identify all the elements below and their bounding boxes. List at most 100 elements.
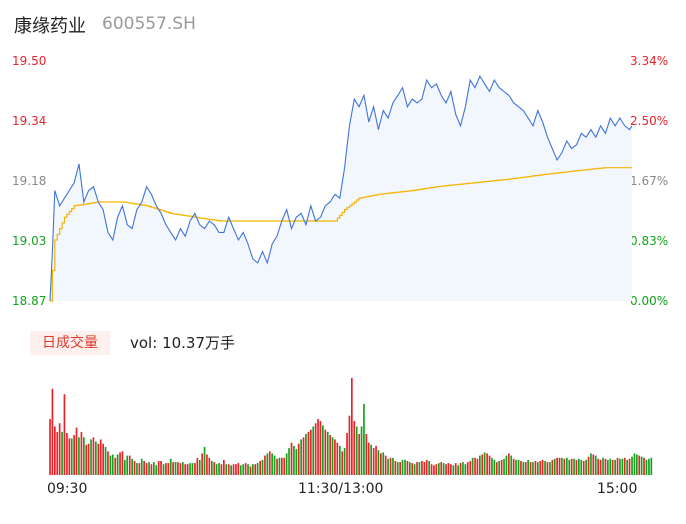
- volume-bar: [63, 394, 66, 475]
- volume-bar: [611, 459, 614, 475]
- volume-bar: [80, 431, 83, 475]
- x-tick-open: 09:30: [47, 481, 88, 497]
- volume-bar: [604, 458, 607, 475]
- volume-tab[interactable]: 日成交量: [30, 331, 110, 355]
- volume-bar: [256, 463, 259, 475]
- volume-bar: [184, 464, 187, 475]
- volume-bar: [336, 442, 339, 475]
- y-tick-left-1: 19.34: [12, 114, 47, 128]
- volume-bar: [587, 456, 590, 475]
- volume-bar: [143, 461, 145, 475]
- volume-bar: [300, 439, 302, 475]
- volume-bar: [650, 457, 653, 475]
- volume-bar: [394, 461, 397, 475]
- volume-bar: [404, 459, 406, 475]
- volume-bar: [351, 378, 353, 475]
- volume-bar: [261, 459, 264, 475]
- volume-bar: [244, 463, 247, 475]
- volume-bar: [471, 457, 474, 475]
- volume-bar: [268, 451, 271, 475]
- volume-bar: [387, 458, 389, 475]
- volume-bar: [264, 455, 266, 475]
- volume-bar: [331, 437, 334, 475]
- volume-bar: [382, 452, 385, 475]
- volume-bar: [208, 457, 211, 475]
- volume-bar: [249, 466, 252, 475]
- volume-bar: [189, 463, 191, 475]
- volume-bar: [215, 464, 218, 475]
- volume-bar: [546, 462, 549, 475]
- y-tick-left-4: 18.87: [12, 294, 47, 308]
- volume-bar: [537, 462, 539, 475]
- volume-bar: [442, 463, 445, 475]
- volume-bar: [551, 459, 554, 475]
- volume-bar: [66, 433, 68, 475]
- volume-bar: [493, 459, 496, 475]
- volume-bar: [353, 421, 356, 475]
- volume-bar: [206, 454, 208, 475]
- volume-bar: [133, 461, 136, 475]
- volume-bar: [399, 462, 401, 475]
- volume-bar: [172, 462, 174, 475]
- volume-bar: [643, 457, 645, 475]
- y-tick-right-4: 0.00%: [630, 294, 669, 308]
- volume-bar: [380, 453, 382, 475]
- volume-bar: [503, 458, 505, 475]
- volume-bar: [182, 462, 184, 475]
- volume-bar: [529, 462, 532, 475]
- x-tick-close: 15:00: [597, 481, 638, 497]
- volume-bar: [157, 461, 160, 475]
- volume-bar: [476, 458, 479, 475]
- volume-bar: [191, 463, 194, 475]
- stock-code: 600557.SH: [102, 14, 196, 34]
- volume-bar: [401, 459, 404, 475]
- volume-bar: [392, 457, 394, 475]
- volume-bar: [73, 435, 75, 475]
- volume-bar: [119, 452, 121, 475]
- volume-bar: [510, 455, 513, 475]
- volume-bar: [479, 455, 481, 475]
- volume-bar: [49, 419, 51, 475]
- volume-bar: [194, 463, 196, 475]
- volume-bar: [203, 447, 206, 475]
- volume-bar: [153, 462, 155, 475]
- volume-bar: [339, 445, 341, 475]
- volume-bar: [621, 458, 624, 475]
- volume-bar: [95, 441, 97, 475]
- volume-bar: [68, 438, 71, 475]
- volume-bar: [440, 462, 443, 475]
- volume-bar: [384, 455, 387, 475]
- volume-bar: [273, 455, 276, 475]
- volume-bar: [445, 464, 447, 475]
- volume-bar: [575, 459, 578, 475]
- volume-bar: [252, 464, 254, 475]
- volume-bar: [413, 464, 416, 475]
- volume-bar: [324, 429, 327, 475]
- volume-bar: [128, 455, 131, 475]
- volume-bar: [138, 463, 141, 475]
- volume-bar: [334, 439, 336, 475]
- volume-bar: [459, 463, 462, 475]
- volume-bar: [365, 434, 368, 475]
- volume-bar: [102, 443, 104, 475]
- y-tick-left-3: 19.03: [12, 234, 47, 248]
- volume-bar: [522, 462, 525, 475]
- volume-bar: [372, 448, 375, 475]
- volume-bar: [235, 464, 237, 475]
- volume-bar: [97, 443, 100, 475]
- volume-bar: [466, 462, 469, 475]
- volume-bar: [418, 462, 421, 475]
- volume-bar: [150, 464, 153, 475]
- volume-bar: [609, 458, 612, 475]
- volume-bar: [341, 451, 344, 475]
- volume-bar: [619, 458, 621, 475]
- volume-bar: [566, 457, 568, 475]
- volume-bar: [326, 431, 329, 475]
- volume-bar: [524, 462, 527, 475]
- volume-bar: [124, 459, 126, 475]
- volume-bar: [614, 459, 616, 475]
- volume-bar: [174, 462, 177, 475]
- volume-bar: [645, 459, 648, 475]
- volume-bar: [578, 458, 580, 475]
